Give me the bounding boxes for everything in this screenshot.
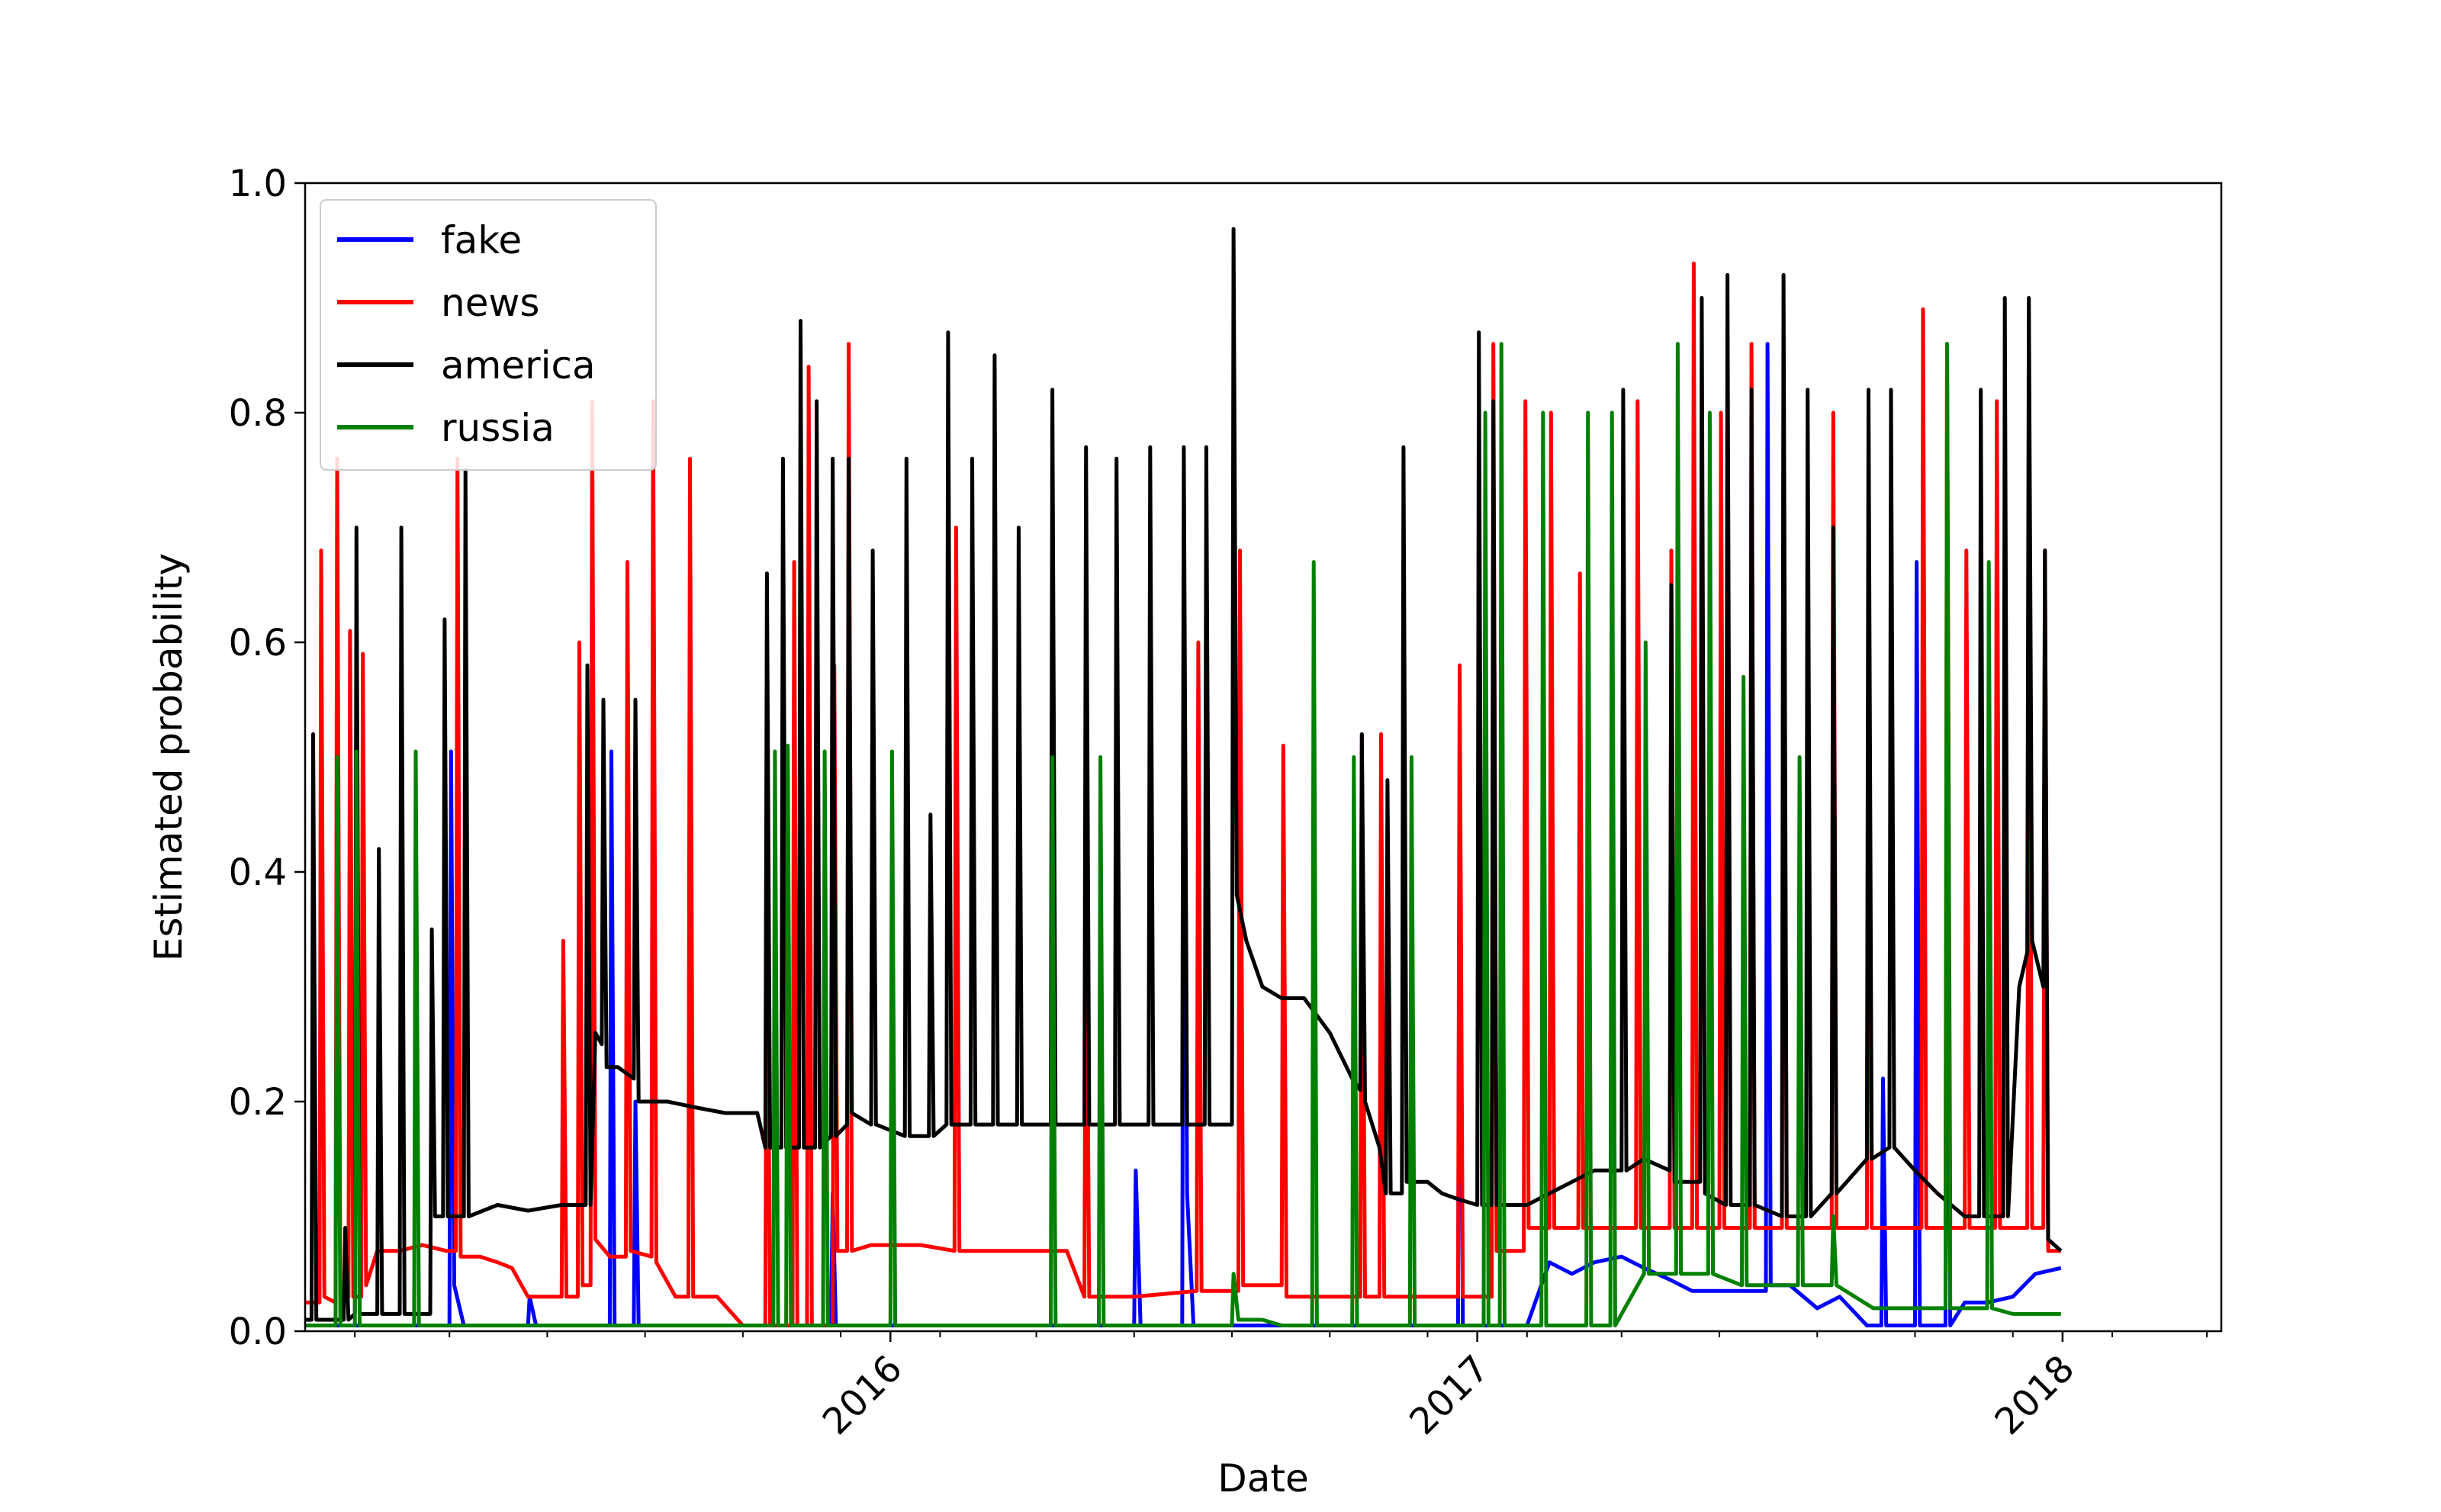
y-tick-label: 0.6 (229, 622, 287, 664)
legend-box (320, 199, 657, 471)
y-tick-label: 0.4 (229, 851, 287, 894)
x-axis-title: Date (1217, 1456, 1309, 1501)
y-tick-label: 1.0 (229, 162, 287, 205)
y-tick-label: 0.8 (229, 392, 287, 435)
legend: fake news america russia (320, 199, 657, 471)
y-tick-label: 0.0 (229, 1311, 287, 1353)
plot-frame (304, 182, 2223, 1333)
y-axis: 0.0 0.2 0.4 0.6 0.8 1.0 (229, 162, 305, 1353)
x-tick-label: 2018 (1986, 1347, 2082, 1443)
y-tick-label: 0.2 (229, 1081, 287, 1124)
series-line-news (305, 261, 2061, 1327)
legend-label-news: news (441, 281, 539, 325)
x-tick-label: 2016 (815, 1347, 911, 1443)
x-tick-label: 2017 (1401, 1347, 1497, 1443)
y-axis-title: Estimated probability (146, 553, 191, 961)
series-layer (305, 227, 2063, 1327)
series-line-america (305, 227, 2063, 1322)
x-axis: 2016 2017 2018 (354, 1331, 2208, 1443)
legend-label-russia: russia (441, 406, 555, 450)
series-line-russia (305, 342, 2061, 1327)
legend-label-america: america (441, 343, 596, 388)
legend-label-fake: fake (441, 218, 522, 262)
